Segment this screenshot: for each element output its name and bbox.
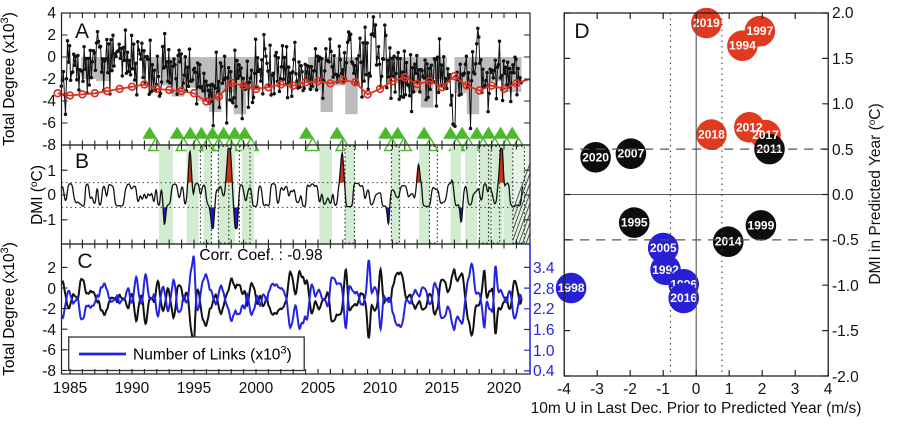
svg-text:3.4: 3.4	[533, 260, 555, 277]
svg-text:-3: -3	[590, 381, 604, 398]
svg-text:1995: 1995	[621, 216, 648, 230]
svg-text:0: 0	[47, 187, 56, 204]
svg-text:2012: 2012	[736, 120, 763, 134]
svg-text:10m U in Last Dec. Prior to Pr: 10m U in Last Dec. Prior to Predicted Ye…	[531, 400, 862, 417]
svg-text:2016: 2016	[670, 291, 697, 305]
svg-text:2005: 2005	[650, 241, 677, 255]
svg-text:Total Degree (x103): Total Degree (x103)	[0, 12, 18, 146]
svg-text:DMI in Predicted Year (oC): DMI in Predicted Year (oC)	[867, 103, 884, 284]
svg-text:-1.5: -1.5	[832, 323, 859, 340]
svg-text:DMI (oC): DMI (oC)	[29, 165, 46, 225]
svg-text:-4: -4	[42, 93, 56, 110]
svg-text:2: 2	[758, 381, 767, 398]
svg-text:-2.0: -2.0	[832, 369, 859, 386]
svg-text:1: 1	[725, 381, 734, 398]
svg-text:-1: -1	[42, 212, 56, 229]
svg-text:1985: 1985	[53, 380, 87, 397]
svg-text:2.8: 2.8	[533, 281, 555, 298]
svg-text:1992: 1992	[652, 263, 679, 277]
svg-text:-8: -8	[42, 137, 56, 154]
svg-text:2010: 2010	[363, 380, 398, 397]
svg-text:1999: 1999	[748, 218, 775, 232]
svg-text:-2: -2	[42, 71, 56, 88]
svg-text:1.5: 1.5	[832, 51, 854, 68]
svg-text:0.5: 0.5	[832, 142, 854, 159]
svg-text:-2: -2	[623, 381, 637, 398]
svg-text:-6: -6	[42, 115, 56, 132]
svg-text:Total Degree (x103): Total Degree (x103)	[0, 242, 18, 376]
svg-text:1997: 1997	[747, 24, 774, 38]
svg-text:0.0: 0.0	[832, 187, 854, 204]
svg-text:0: 0	[692, 381, 701, 398]
svg-text:2005: 2005	[301, 380, 335, 397]
svg-text:-4: -4	[557, 381, 571, 398]
svg-text:2014: 2014	[715, 235, 742, 249]
svg-text:2: 2	[47, 260, 56, 277]
svg-text:C: C	[77, 250, 92, 273]
svg-text:-1: -1	[656, 381, 670, 398]
svg-text:D: D	[574, 20, 589, 43]
svg-text:2017: 2017	[752, 128, 779, 142]
svg-text:0: 0	[47, 281, 56, 298]
svg-text:2020: 2020	[582, 150, 609, 164]
svg-text:2000: 2000	[239, 380, 274, 397]
svg-text:2018: 2018	[698, 128, 725, 142]
svg-text:1990: 1990	[115, 380, 150, 397]
svg-text:A: A	[75, 20, 89, 43]
svg-text:1.0: 1.0	[832, 96, 854, 113]
svg-text:-0.5: -0.5	[832, 232, 859, 249]
svg-text:-4: -4	[42, 322, 56, 339]
svg-text:-6: -6	[42, 342, 56, 359]
svg-text:Number of Links (x103): Number of Links (x103)	[133, 345, 292, 364]
svg-text:1.0: 1.0	[533, 343, 555, 360]
svg-text:-1.0: -1.0	[832, 278, 859, 295]
svg-text:1.6: 1.6	[533, 322, 555, 339]
svg-text:4: 4	[47, 5, 56, 22]
svg-text:4: 4	[824, 381, 833, 398]
svg-text:-2: -2	[42, 301, 56, 318]
svg-text:2011: 2011	[756, 142, 782, 156]
svg-text:2007: 2007	[618, 147, 645, 161]
svg-text:0.4: 0.4	[533, 363, 555, 380]
svg-text:1994: 1994	[729, 39, 756, 53]
svg-text:1: 1	[47, 163, 56, 180]
svg-text:2.0: 2.0	[832, 5, 854, 22]
svg-text:-8: -8	[42, 363, 56, 380]
svg-text:2020: 2020	[487, 380, 522, 397]
svg-text:2015: 2015	[425, 380, 459, 397]
svg-text:Corr. Coef. : -0.98: Corr. Coef. : -0.98	[199, 247, 322, 264]
svg-text:2.2: 2.2	[533, 301, 555, 318]
svg-text:1995: 1995	[177, 380, 211, 397]
svg-text:0: 0	[47, 49, 56, 66]
svg-text:3: 3	[791, 381, 800, 398]
svg-text:1998: 1998	[558, 281, 585, 295]
svg-text:2019: 2019	[693, 16, 720, 30]
svg-text:B: B	[75, 150, 89, 173]
svg-text:2: 2	[47, 27, 56, 44]
